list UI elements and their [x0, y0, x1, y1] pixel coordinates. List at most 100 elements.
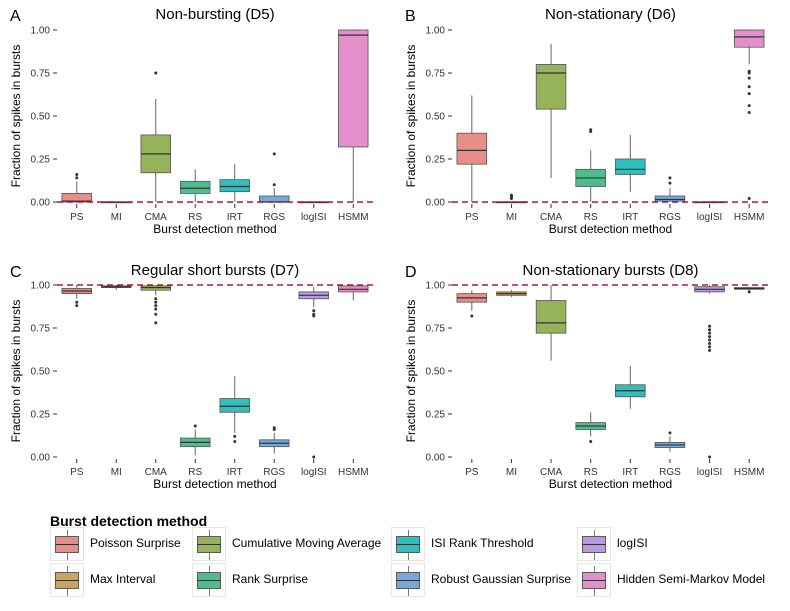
y-tick-label: 0.50: [426, 367, 446, 378]
box-hsmm: [338, 285, 369, 301]
y-axis-label: Fraction of spikes in bursts: [9, 45, 23, 188]
box-body: [219, 179, 250, 193]
y-tick-label: 0.00: [426, 453, 446, 464]
box-body: [456, 132, 488, 165]
y-tick-label: 0.75: [426, 69, 446, 80]
outlier-point: [312, 309, 316, 313]
box-body: [61, 192, 92, 203]
y-tick-label: 1.00: [31, 26, 51, 37]
chart-title: Non-stationary (D6): [545, 6, 676, 23]
x-tick-label: logISI: [301, 467, 327, 478]
x-tick-label: IRT: [622, 212, 638, 223]
box-mi: [496, 193, 527, 204]
box-rgs: [654, 431, 686, 452]
panel-label: C: [10, 264, 22, 281]
x-tick-label: IRT: [622, 467, 638, 478]
x-tick-label: MI: [506, 467, 517, 478]
chart-panel-d: D Non-stationary bursts (D8) 0.00 0.25 0.50 0…: [404, 262, 769, 491]
outlier-point: [668, 181, 672, 185]
outlier-point: [708, 335, 712, 339]
box-cma: [140, 71, 171, 202]
x-tick-label: IRT: [227, 467, 243, 478]
y-tick-label: 0.75: [31, 324, 51, 335]
panel-label: D: [405, 264, 417, 281]
y-tick-label: 0.25: [31, 155, 51, 166]
box-body: [338, 29, 369, 148]
chart-panel-a: A Non-bursting (D5) 0.00 0.25 0.50 0.75 1.00 Fr…: [9, 6, 373, 236]
legend-key-rgs: [391, 563, 425, 597]
outlier-point: [708, 455, 712, 459]
x-tick-label: RGS: [263, 212, 285, 223]
box-rgs: [654, 176, 686, 202]
x-tick-label: RS: [584, 212, 598, 223]
outlier-point: [708, 345, 712, 349]
box-body: [535, 300, 567, 334]
y-tick-label: 0.25: [426, 155, 446, 166]
box-rs: [180, 169, 211, 202]
outlier-point: [233, 440, 237, 444]
box-rgs: [259, 426, 290, 454]
x-tick-label: HSMM: [338, 212, 369, 223]
x-tick-label: RGS: [263, 467, 285, 478]
chart-panel-c: C Regular short bursts (D7) 0.00 0.25 0.50 0.…: [9, 262, 373, 491]
legend-title: Burst detection method: [50, 513, 208, 529]
box-logisi: [298, 201, 329, 204]
y-tick-label: 0.50: [426, 112, 446, 123]
y-tick-label: 0.75: [426, 324, 446, 335]
outlier-point: [154, 297, 158, 301]
x-tick-label: RS: [188, 212, 202, 223]
x-tick-label: HSMM: [734, 467, 765, 478]
x-tick-label: RS: [584, 467, 598, 478]
chart-title: Regular short bursts (D7): [131, 262, 299, 279]
box-body: [219, 398, 250, 413]
chart-title: Non-bursting (D5): [155, 6, 274, 23]
x-axis-label: Burst detection method: [549, 477, 672, 491]
x-tick-label: IRT: [227, 212, 243, 223]
y-tick-label: 1.00: [426, 281, 446, 292]
outlier-point: [708, 338, 712, 342]
outlier-point: [154, 307, 158, 311]
x-tick-label: logISI: [697, 467, 723, 478]
y-axis-label: Fraction of spikes in bursts: [404, 300, 418, 443]
y-axis-label: Fraction of spikes in bursts: [404, 45, 418, 188]
y-tick-label: 0.25: [426, 410, 446, 421]
y-tick-label: 0.50: [31, 112, 51, 123]
outlier-point: [75, 300, 79, 304]
box-body: [654, 195, 686, 202]
y-tick-label: 0.00: [31, 453, 51, 464]
y-tick-label: 0.00: [426, 198, 446, 209]
outlier-point: [747, 290, 751, 294]
box-rgs: [259, 152, 290, 203]
x-tick-label: RS: [188, 467, 202, 478]
outlier-point: [154, 321, 158, 325]
x-tick-label: MI: [506, 212, 517, 223]
box-body: [535, 64, 567, 110]
legend-key-logisi: [577, 527, 611, 561]
x-tick-label: PS: [465, 212, 479, 223]
outlier-point: [747, 92, 751, 96]
outlier-point: [668, 431, 672, 435]
legend-label-cma: Cumulative Moving Average: [232, 536, 382, 550]
outlier-point: [708, 348, 712, 352]
outlier-point: [75, 172, 79, 176]
box-body: [733, 29, 765, 48]
box-hsmm: [733, 29, 765, 201]
box-body: [259, 195, 290, 203]
box-hsmm: [338, 29, 369, 202]
x-axis-label: Burst detection method: [153, 222, 276, 236]
y-axis-label: Fraction of spikes in bursts: [9, 300, 23, 443]
y-tick-label: 0.00: [31, 198, 51, 209]
box-body: [180, 180, 211, 194]
figure: A Non-bursting (D5) 0.00 0.25 0.50 0.75 1.00 Fr…: [9, 6, 769, 491]
box-ps: [61, 172, 92, 203]
outlier-point: [154, 304, 158, 308]
legend-label-rgs: Robust Gaussian Surprise: [431, 572, 572, 586]
outlier-point: [233, 434, 237, 438]
outlier-point: [154, 312, 158, 316]
legend-label-ps: Poisson Surprise: [90, 536, 181, 550]
outlier-point: [747, 76, 751, 80]
legend: Burst detection method Poisson Surprise …: [0, 505, 790, 611]
outlier-point: [154, 71, 158, 75]
box-body: [615, 158, 646, 175]
box-logisi: [298, 286, 329, 459]
